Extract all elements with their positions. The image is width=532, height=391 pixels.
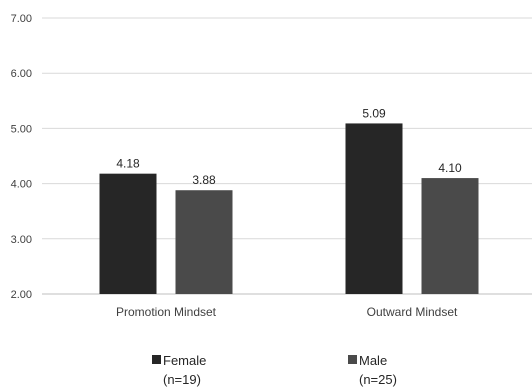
bar-male-1 — [421, 178, 479, 294]
legend-swatch-female — [152, 355, 161, 364]
y-axis: 2.00 3.00 4.00 5.00 6.00 7.00 — [11, 13, 32, 301]
category-label-outward-mindset: Outward Mindset — [367, 305, 458, 319]
legend-swatch-male — [348, 355, 357, 364]
y-tick-label: 4.00 — [11, 179, 32, 191]
legend-sublabel-male: (n=25) — [359, 372, 397, 387]
x-axis: Promotion Mindset Outward Mindset — [116, 305, 458, 319]
legend-label-male: Male — [359, 353, 387, 368]
y-tick-label: 7.00 — [11, 13, 32, 25]
y-tick-label: 3.00 — [11, 234, 32, 246]
legend-label-female: Female — [163, 353, 206, 368]
bar-female-0 — [99, 173, 157, 294]
data-label-female-0: 4.18 — [116, 157, 140, 171]
legend-sublabel-female: (n=19) — [163, 372, 201, 387]
y-tick-label: 2.00 — [11, 289, 32, 301]
bars: 4.18 5.09 3.88 4.10 — [99, 106, 479, 294]
data-label-male-0: 3.88 — [192, 173, 216, 187]
y-tick-label: 6.00 — [11, 68, 32, 80]
y-tick-label: 5.00 — [11, 123, 32, 135]
bar-male-0 — [175, 190, 233, 294]
data-label-female-1: 5.09 — [362, 106, 386, 120]
legend: Female (n=19) Male (n=25) — [152, 353, 397, 387]
category-label-promotion-mindset: Promotion Mindset — [116, 305, 217, 319]
data-label-male-1: 4.10 — [438, 161, 462, 175]
bar-female-1 — [345, 123, 403, 294]
